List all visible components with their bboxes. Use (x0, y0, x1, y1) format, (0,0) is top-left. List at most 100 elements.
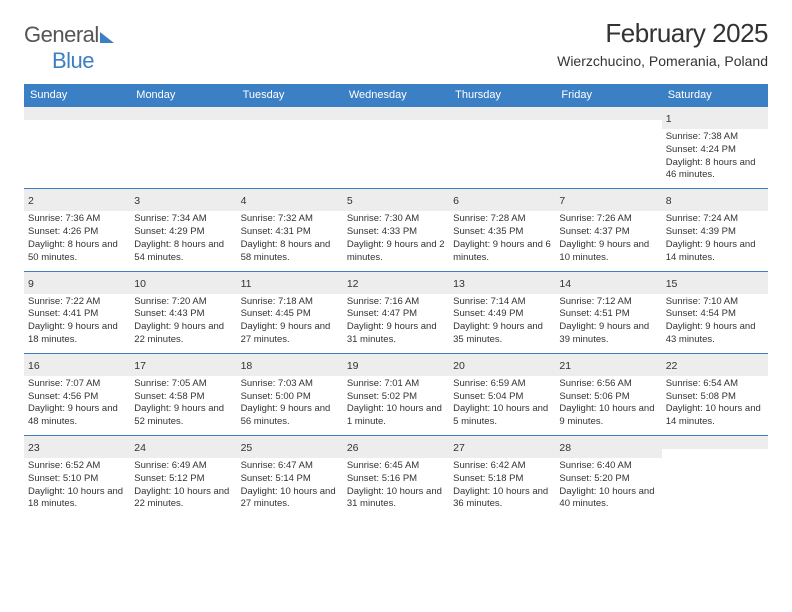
day-number: 21 (559, 360, 571, 372)
day-info: Sunrise: 7:34 AMSunset: 4:29 PMDaylight:… (134, 213, 232, 264)
daynum-row: 19 (343, 353, 449, 376)
day-number: 19 (347, 360, 359, 372)
calendar-cell: 7 Sunrise: 7:26 AMSunset: 4:37 PMDaylight… (555, 188, 661, 270)
location-subtitle: Wierzchucino, Pomerania, Poland (557, 53, 768, 69)
daynum-row: 1 (662, 106, 768, 129)
day-header-row: Sunday Monday Tuesday Wednesday Thursday… (24, 85, 768, 106)
calendar-cell: 3 Sunrise: 7:34 AMSunset: 4:29 PMDaylight… (130, 188, 236, 270)
calendar-cell (130, 106, 236, 188)
calendar-cell: 25 Sunrise: 6:47 AMSunset: 5:14 PMDayligh… (237, 435, 343, 517)
calendar-week: 1Sunrise: 7:38 AMSunset: 4:24 PMDaylight… (24, 106, 768, 188)
day-header: Monday (130, 85, 236, 106)
daynum-row: 24 (130, 435, 236, 458)
calendar-week: 9Sunrise: 7:22 AMSunset: 4:41 PMDaylight… (24, 271, 768, 353)
day-number: 6 (453, 195, 459, 207)
daynum-row: 15 (662, 271, 768, 294)
calendar-cell (24, 106, 130, 188)
daynum-row: 9 (24, 271, 130, 294)
calendar-cell: 27 Sunrise: 6:42 AMSunset: 5:18 PMDayligh… (449, 435, 555, 517)
calendar-cell (343, 106, 449, 188)
day-number: 12 (347, 278, 359, 290)
daynum-row: 13 (449, 271, 555, 294)
daynum-row: 25 (237, 435, 343, 458)
day-number: 28 (559, 442, 571, 454)
day-info: Sunrise: 7:28 AMSunset: 4:35 PMDaylight:… (453, 213, 551, 264)
day-info: Sunrise: 6:59 AMSunset: 5:04 PMDaylight:… (453, 378, 551, 429)
header: General Blue February 2025 Wierzchucino,… (24, 18, 768, 74)
day-header: Tuesday (237, 85, 343, 106)
day-header: Thursday (449, 85, 555, 106)
daynum-row (130, 106, 236, 120)
calendar-cell: 26Sunrise: 6:45 AMSunset: 5:16 PMDayligh… (343, 435, 449, 517)
day-info: Sunrise: 7:26 AMSunset: 4:37 PMDaylight:… (559, 213, 657, 264)
daynum-row: 10 (130, 271, 236, 294)
calendar-cell (237, 106, 343, 188)
calendar-cell: 8Sunrise: 7:24 AMSunset: 4:39 PMDaylight… (662, 188, 768, 270)
day-number: 17 (134, 360, 146, 372)
day-info: Sunrise: 6:40 AMSunset: 5:20 PMDaylight:… (559, 460, 657, 511)
brand-word1: General (24, 22, 99, 47)
calendar-cell: 2Sunrise: 7:36 AMSunset: 4:26 PMDaylight… (24, 188, 130, 270)
day-info: Sunrise: 7:16 AMSunset: 4:47 PMDaylight:… (347, 296, 445, 347)
day-number: 22 (666, 360, 678, 372)
calendar-cell: 22Sunrise: 6:54 AMSunset: 5:08 PMDayligh… (662, 353, 768, 435)
day-info: Sunrise: 7:20 AMSunset: 4:43 PMDaylight:… (134, 296, 232, 347)
calendar-cell: 12 Sunrise: 7:16 AMSunset: 4:47 PMDayligh… (343, 271, 449, 353)
calendar-cell: 21Sunrise: 6:56 AMSunset: 5:06 PMDayligh… (555, 353, 661, 435)
daynum-row: 27 (449, 435, 555, 458)
calendar-cell: 6 Sunrise: 7:28 AMSunset: 4:35 PMDaylight… (449, 188, 555, 270)
day-info: Sunrise: 6:52 AMSunset: 5:10 PMDaylight:… (28, 460, 126, 511)
calendar-cell: 10 Sunrise: 7:20 AMSunset: 4:43 PMDayligh… (130, 271, 236, 353)
daynum-row: 16 (24, 353, 130, 376)
calendar-cell: 17 Sunrise: 7:05 AMSunset: 4:58 PMDayligh… (130, 353, 236, 435)
day-number: 27 (453, 442, 465, 454)
page-title: February 2025 (557, 18, 768, 49)
daynum-row: 11 (237, 271, 343, 294)
daynum-row: 7 (555, 188, 661, 211)
daynum-row (662, 435, 768, 449)
daynum-row (449, 106, 555, 120)
day-info: Sunrise: 6:42 AMSunset: 5:18 PMDaylight:… (453, 460, 551, 511)
daynum-row: 12 (343, 271, 449, 294)
day-number: 14 (559, 278, 571, 290)
day-header: Friday (555, 85, 661, 106)
day-info: Sunrise: 7:38 AMSunset: 4:24 PMDaylight:… (666, 131, 764, 182)
day-info: Sunrise: 7:07 AMSunset: 4:56 PMDaylight:… (28, 378, 126, 429)
calendar-week: 23 Sunrise: 6:52 AMSunset: 5:10 PMDayligh… (24, 435, 768, 517)
calendar-cell (662, 435, 768, 517)
calendar-cell: 18 Sunrise: 7:03 AMSunset: 5:00 PMDayligh… (237, 353, 343, 435)
daynum-row: 8 (662, 188, 768, 211)
day-info: Sunrise: 7:03 AMSunset: 5:00 PMDaylight:… (241, 378, 339, 429)
day-number: 11 (241, 278, 252, 290)
daynum-row: 23 (24, 435, 130, 458)
calendar: Sunday Monday Tuesday Wednesday Thursday… (24, 84, 768, 517)
day-info: Sunrise: 7:05 AMSunset: 4:58 PMDaylight:… (134, 378, 232, 429)
calendar-cell: 14Sunrise: 7:12 AMSunset: 4:51 PMDayligh… (555, 271, 661, 353)
day-number: 24 (134, 442, 146, 454)
day-number: 18 (241, 360, 253, 372)
day-info: Sunrise: 6:45 AMSunset: 5:16 PMDaylight:… (347, 460, 445, 511)
day-info: Sunrise: 6:47 AMSunset: 5:14 PMDaylight:… (241, 460, 339, 511)
day-number: 7 (559, 195, 565, 207)
day-header: Wednesday (343, 85, 449, 106)
day-number: 16 (28, 360, 40, 372)
daynum-row: 28 (555, 435, 661, 458)
day-number: 25 (241, 442, 253, 454)
triangle-icon (100, 32, 114, 43)
calendar-cell: 16 Sunrise: 7:07 AMSunset: 4:56 PMDayligh… (24, 353, 130, 435)
day-number: 20 (453, 360, 465, 372)
day-info: Sunrise: 7:22 AMSunset: 4:41 PMDaylight:… (28, 296, 126, 347)
day-number: 23 (28, 442, 40, 454)
day-number: 5 (347, 195, 353, 207)
daynum-row: 17 (130, 353, 236, 376)
calendar-cell: 1Sunrise: 7:38 AMSunset: 4:24 PMDaylight… (662, 106, 768, 188)
day-info: Sunrise: 7:30 AMSunset: 4:33 PMDaylight:… (347, 213, 445, 264)
day-number: 3 (134, 195, 140, 207)
calendar-cell: 4Sunrise: 7:32 AMSunset: 4:31 PMDaylight… (237, 188, 343, 270)
weeks-container: 1Sunrise: 7:38 AMSunset: 4:24 PMDaylight… (24, 106, 768, 517)
calendar-cell: 28 Sunrise: 6:40 AMSunset: 5:20 PMDayligh… (555, 435, 661, 517)
calendar-cell (449, 106, 555, 188)
day-number: 10 (134, 278, 146, 290)
day-info: Sunrise: 7:24 AMSunset: 4:39 PMDaylight:… (666, 213, 764, 264)
daynum-row: 5 (343, 188, 449, 211)
